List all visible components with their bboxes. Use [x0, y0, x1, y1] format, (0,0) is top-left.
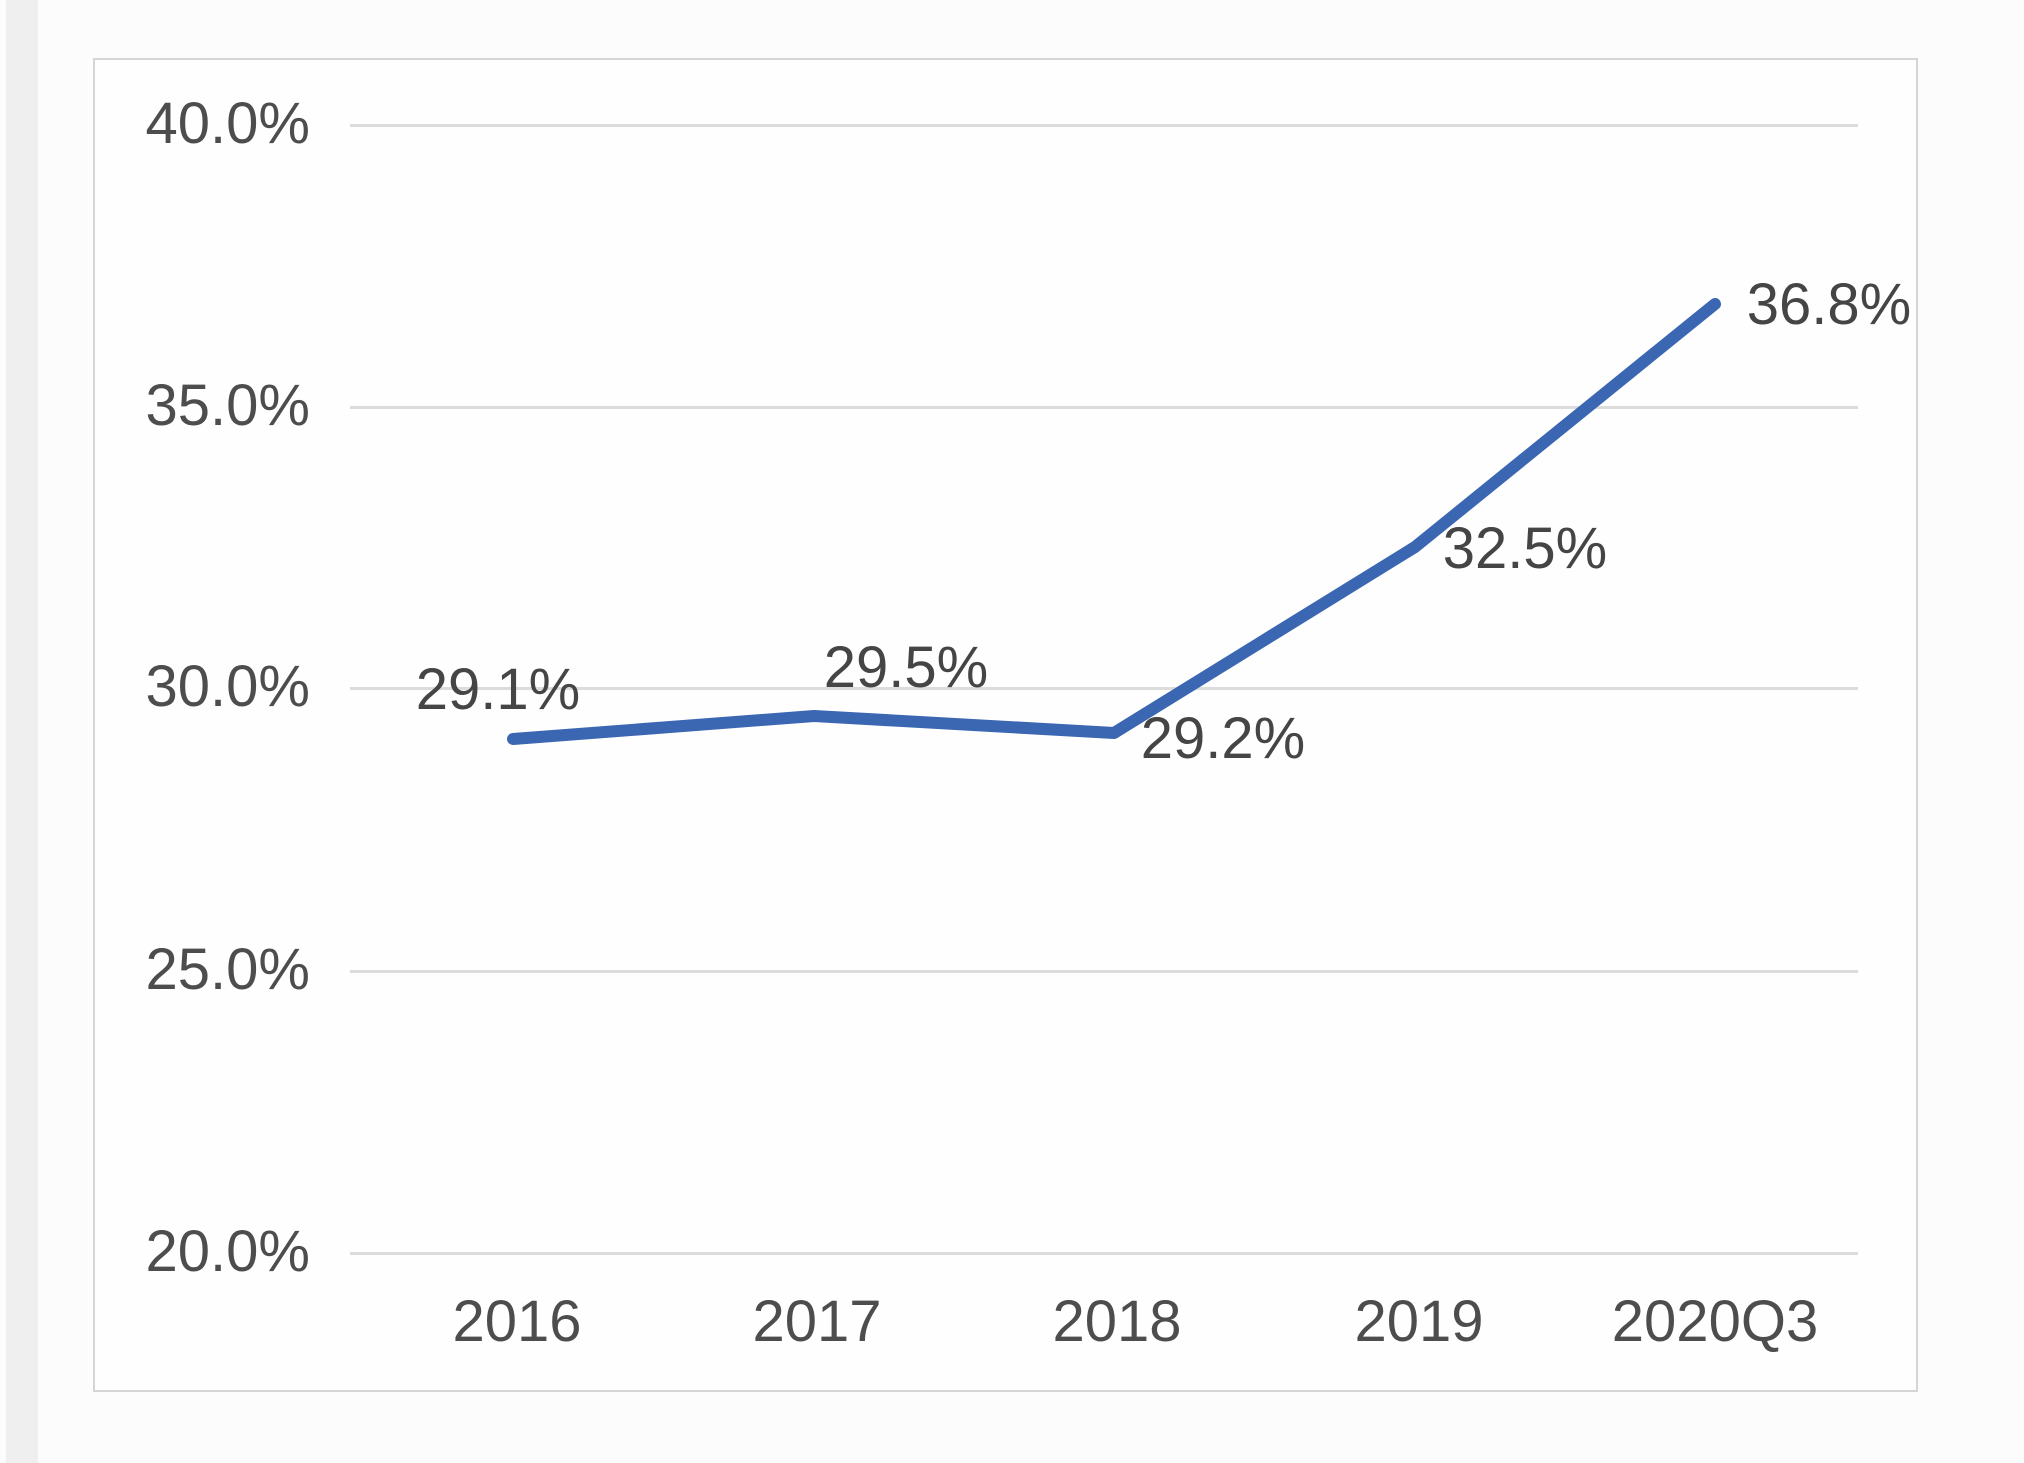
y-tick-label: 40.0% [145, 91, 310, 156]
gridline-40 [350, 124, 1858, 127]
x-axis-label-2017: 2017 [752, 1289, 882, 1354]
x-axis-label-2016: 2016 [452, 1289, 582, 1354]
gridline-35 [350, 406, 1858, 409]
data-label-2019: 32.5% [1442, 516, 1608, 581]
data-label-2017: 29.5% [823, 635, 989, 700]
y-tick-label: 20.0% [145, 1219, 310, 1284]
chart-plot-card [93, 58, 1918, 1392]
gridline-20 [350, 1252, 1858, 1255]
page-edge-strip [6, 0, 38, 1463]
x-axis-label-2018: 2018 [1052, 1289, 1182, 1354]
x-axis-label-2019: 2019 [1354, 1289, 1484, 1354]
data-label-2018: 29.2% [1140, 706, 1306, 771]
y-tick-label: 35.0% [145, 373, 310, 438]
data-label-2016: 29.1% [415, 657, 581, 722]
y-tick-label: 30.0% [145, 654, 310, 719]
data-label-2020q3: 36.8% [1746, 272, 1912, 337]
gridline-25 [350, 970, 1858, 973]
y-tick-label: 25.0% [145, 937, 310, 1002]
x-axis-label-2020q3: 2020Q3 [1611, 1289, 1819, 1354]
